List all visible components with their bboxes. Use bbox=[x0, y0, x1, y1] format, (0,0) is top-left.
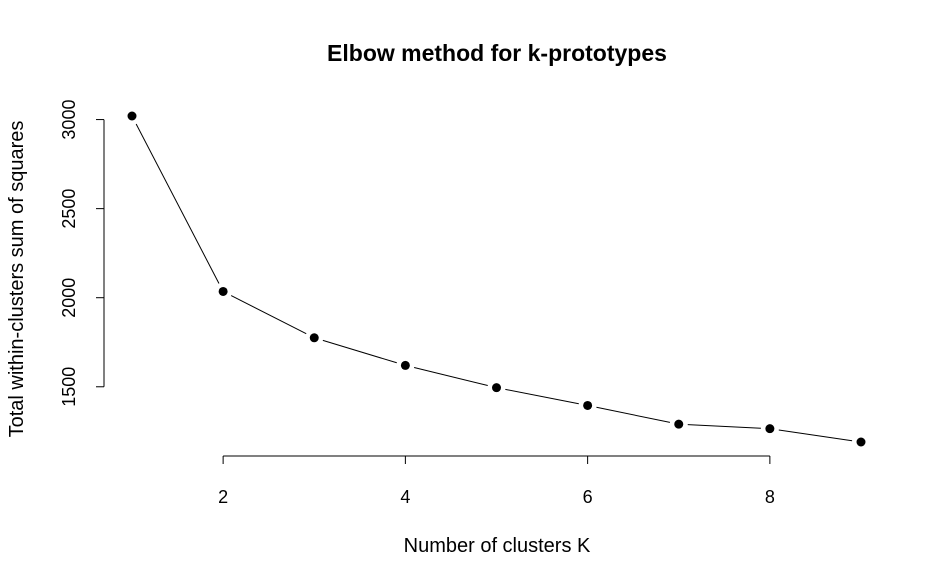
line-segment bbox=[413, 367, 488, 387]
series-points bbox=[127, 111, 866, 447]
line-segment bbox=[505, 388, 579, 405]
data-point bbox=[674, 419, 684, 429]
series-lines bbox=[135, 123, 853, 442]
y-tick-label: 3000 bbox=[59, 100, 79, 140]
data-point bbox=[127, 111, 137, 121]
chart-title: Elbow method for k-prototypes bbox=[327, 40, 667, 66]
data-point bbox=[218, 286, 228, 296]
data-point bbox=[492, 383, 501, 393]
x-tick-label: 8 bbox=[765, 487, 775, 507]
data-point bbox=[856, 437, 866, 447]
x-axis-label: Number of clusters K bbox=[404, 535, 591, 557]
line-segment bbox=[778, 429, 853, 442]
y-tick-label: 2500 bbox=[59, 189, 79, 229]
x-tick-label: 6 bbox=[583, 487, 593, 507]
line-segment bbox=[322, 339, 397, 364]
data-point bbox=[765, 424, 775, 434]
line-segment bbox=[687, 424, 761, 429]
x-tick-label: 4 bbox=[400, 487, 410, 507]
y-axis: 1500 2000 2500 3000 bbox=[59, 100, 105, 407]
line-segment bbox=[230, 295, 307, 335]
y-tick-label: 1500 bbox=[59, 367, 79, 407]
y-axis-label: Total within-clusters sum of squares bbox=[6, 121, 28, 438]
x-axis: 2 4 6 8 bbox=[218, 455, 775, 507]
data-point bbox=[400, 360, 410, 370]
line-segment bbox=[135, 123, 220, 284]
line-segment bbox=[596, 406, 671, 423]
x-tick-label: 2 bbox=[218, 487, 228, 507]
y-tick-label: 2000 bbox=[59, 278, 79, 318]
data-point bbox=[309, 333, 319, 343]
data-point bbox=[583, 400, 593, 410]
